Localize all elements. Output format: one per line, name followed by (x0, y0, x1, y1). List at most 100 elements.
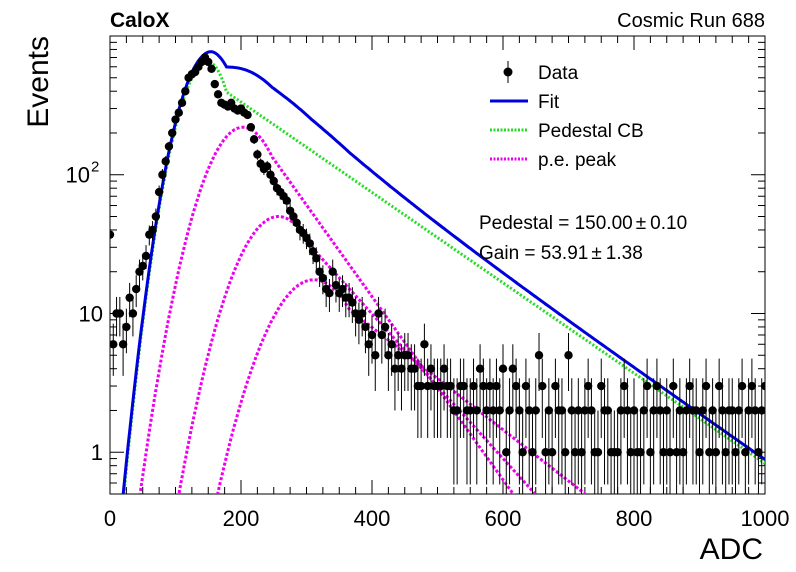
data-point (423, 358, 432, 438)
data-marker (164, 142, 174, 151)
data-marker (518, 448, 527, 457)
data-point (583, 358, 593, 438)
data-point (570, 410, 580, 494)
data-point (721, 410, 730, 494)
data-marker (482, 406, 491, 415)
data-marker (561, 448, 570, 457)
data-marker (538, 381, 547, 391)
data-marker (656, 406, 665, 415)
legend-label: Data (538, 63, 579, 84)
data-marker (367, 330, 377, 340)
data-marker (466, 406, 475, 415)
data-marker (698, 406, 707, 415)
data-point (485, 358, 495, 438)
data-point (685, 358, 694, 438)
data-marker (374, 309, 383, 318)
x-tick-label: 1000 (741, 506, 790, 531)
data-point (737, 358, 747, 438)
data-marker (472, 406, 481, 415)
data-marker (249, 135, 259, 144)
data-marker (672, 448, 681, 457)
fit-annotations: Pedestal = 150.00 ±0.10 Gain = 53.91 ±1.38 (479, 213, 687, 264)
data-marker (495, 406, 504, 415)
data-point (547, 410, 557, 494)
data-point (161, 156, 170, 167)
data-point (564, 332, 573, 391)
data-marker (665, 448, 675, 457)
data-point (364, 323, 373, 376)
data-point (154, 185, 164, 200)
data-marker (338, 284, 347, 294)
data-point (479, 358, 488, 438)
data-marker (475, 364, 485, 373)
data-marker (731, 448, 740, 457)
data-marker (695, 448, 704, 457)
data-marker (426, 364, 436, 373)
data-point (459, 358, 468, 438)
data-marker (128, 309, 138, 318)
data-point (325, 278, 334, 312)
data-marker (714, 381, 724, 391)
data-marker (282, 196, 292, 205)
data-marker (567, 406, 576, 415)
data-marker (380, 322, 390, 332)
data-points (110, 53, 765, 494)
data-point (371, 332, 380, 391)
data-marker (629, 406, 639, 415)
data-marker (528, 448, 537, 457)
data-marker (718, 406, 727, 415)
data-point (253, 149, 262, 160)
data-marker (682, 406, 691, 415)
data-marker (168, 128, 177, 138)
data-point (171, 115, 180, 124)
data-marker (357, 309, 367, 318)
data-point (521, 358, 531, 438)
x-axis-title: ADC (700, 533, 763, 566)
data-point (714, 358, 724, 438)
data-point (711, 410, 721, 494)
data-point (138, 254, 147, 281)
data-marker (744, 406, 753, 415)
data-marker (403, 351, 413, 360)
data-point (482, 378, 491, 485)
data-marker (750, 406, 760, 415)
data-marker (138, 261, 147, 271)
data-point (338, 275, 347, 308)
data-marker (328, 267, 337, 276)
data-point (246, 123, 256, 132)
data-point (348, 287, 357, 324)
data-marker (263, 162, 272, 171)
data-point (538, 358, 547, 438)
data-marker (649, 406, 658, 415)
data-point (213, 90, 223, 99)
data-point (734, 378, 743, 485)
data-point (695, 410, 704, 494)
data-point (750, 378, 760, 485)
data-point (672, 410, 681, 494)
data-marker (734, 406, 743, 415)
data-point (652, 358, 662, 438)
data-marker (243, 110, 252, 120)
data-marker (416, 381, 426, 391)
data-point (312, 247, 321, 272)
data-marker (371, 351, 380, 360)
data-marker (544, 406, 554, 415)
data-marker (505, 406, 514, 415)
data-marker (266, 170, 275, 179)
data-point (698, 378, 707, 485)
data-marker (174, 108, 183, 117)
data-point (410, 344, 419, 411)
data-marker (151, 212, 161, 221)
data-marker (652, 381, 662, 391)
data-marker (177, 98, 187, 108)
data-point (243, 110, 252, 120)
data-marker (525, 406, 534, 415)
data-point (515, 378, 524, 485)
data-point (426, 344, 436, 411)
data-point (115, 296, 125, 337)
data-marker (741, 448, 750, 457)
data-point (718, 378, 727, 485)
data-marker (747, 381, 757, 391)
